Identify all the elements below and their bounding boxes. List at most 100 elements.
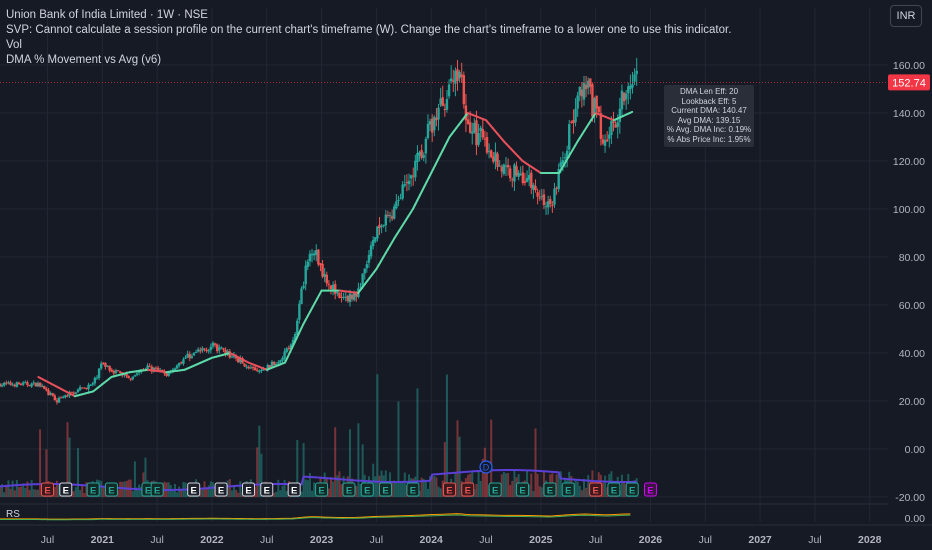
candle-body <box>519 173 522 176</box>
candle-body <box>253 367 257 371</box>
candle-body <box>34 382 38 387</box>
candle-body <box>199 350 202 352</box>
volume-bar <box>199 488 202 497</box>
candle-body <box>102 362 105 364</box>
candle-body <box>445 99 449 110</box>
volume-bar <box>393 480 396 497</box>
candle-body <box>5 382 8 384</box>
candle-body <box>363 268 366 274</box>
volume-bar <box>121 481 124 497</box>
candle-body <box>38 382 42 387</box>
volume-bar <box>39 429 42 497</box>
volume-bar <box>557 473 560 497</box>
candle-body <box>580 89 584 97</box>
candle-body <box>624 93 628 100</box>
candle-body <box>154 367 158 369</box>
candle-body <box>597 106 600 113</box>
candle-body <box>382 224 385 226</box>
candle-body <box>59 397 63 399</box>
candle-body <box>430 118 434 133</box>
candle-body <box>180 362 183 364</box>
candle-body <box>565 150 569 159</box>
symbol-title[interactable]: Union Bank of India Limited · 1W · NSE <box>6 9 208 21</box>
earnings-marker <box>187 482 201 497</box>
candle-body <box>614 124 617 128</box>
volume-bar <box>176 492 179 497</box>
rs-pane-label[interactable]: RS <box>6 509 20 520</box>
candle-body <box>456 69 459 81</box>
volume-bar <box>83 492 86 497</box>
volume-bar <box>372 463 375 497</box>
candle-body <box>89 384 92 386</box>
earnings-marker-label: E <box>318 486 324 497</box>
candle-body <box>629 85 632 90</box>
candle-body <box>513 164 516 182</box>
candle-body <box>591 84 594 117</box>
candle-body <box>342 296 345 298</box>
candle-body <box>403 184 406 186</box>
x-tick-label: 2021 <box>91 534 115 546</box>
currency-button[interactable]: INR <box>890 5 922 27</box>
candle-body <box>283 351 286 359</box>
candle-body <box>249 367 253 369</box>
earnings-marker <box>643 482 657 497</box>
candle-body <box>458 71 461 79</box>
earnings-marker <box>625 482 639 497</box>
volume-bar <box>620 474 623 497</box>
candle-body <box>603 140 607 146</box>
dma-indicator-label[interactable]: DMA % Movement vs Avg (v6) <box>6 54 162 66</box>
candle-body <box>272 361 276 365</box>
earnings-marker-label: E <box>519 486 525 497</box>
volume-bar <box>207 485 210 497</box>
price-axis[interactable]: 160.00 140.00 120.00 100.00 80.00 60.00 40.00 2… <box>893 60 925 504</box>
candle-body <box>51 393 54 396</box>
candle-body <box>479 127 482 132</box>
candle-body <box>568 124 571 150</box>
earnings-marker-label: E <box>547 486 553 497</box>
volume-bar <box>456 420 459 497</box>
earnings-marker-label: E <box>465 486 471 497</box>
candle-body <box>24 382 27 384</box>
volume-bar <box>13 490 16 497</box>
x-tick-label: 2026 <box>639 534 663 546</box>
time-axis[interactable]: Jul 2021 Jul 2022 Jul 2023 Jul 2024 Jul 2025 Jul 20… <box>41 534 882 546</box>
volume-bar <box>538 486 541 497</box>
candle-body <box>536 192 539 197</box>
candle-body <box>274 364 278 366</box>
candle-body <box>135 373 139 375</box>
candle-body <box>542 194 546 206</box>
earnings-marker <box>150 482 164 497</box>
earnings-marker-label: E <box>446 486 452 497</box>
candle-body <box>76 389 80 393</box>
volume-bar <box>273 492 276 497</box>
volume-bar <box>511 480 514 497</box>
candle-body <box>460 74 463 77</box>
candle-body <box>148 366 151 368</box>
last-price-badge: 152.74 <box>0 74 930 91</box>
candle-body <box>260 369 263 371</box>
candle-body <box>426 123 430 139</box>
volume-bar <box>532 490 535 497</box>
candle-body <box>178 362 181 366</box>
candle-body <box>452 80 455 82</box>
volume-bar <box>530 473 533 497</box>
earnings-marker <box>607 482 621 497</box>
earnings-marker <box>488 482 502 497</box>
candle-body <box>0 383 2 387</box>
volume-bar <box>313 482 316 497</box>
candle-body <box>336 292 339 294</box>
candle-body <box>83 387 86 389</box>
volume-bar <box>235 490 238 497</box>
vol-indicator-label[interactable]: Vol <box>6 39 22 51</box>
grid-lines <box>0 8 932 526</box>
candle-body <box>633 74 636 82</box>
candle-body <box>315 250 318 256</box>
candle-body <box>239 358 242 363</box>
candle-body <box>321 263 324 277</box>
volume-bar <box>475 484 478 497</box>
candle-body <box>574 108 577 123</box>
candle-body <box>340 297 343 299</box>
volume-bar <box>502 472 505 497</box>
candle-body <box>329 285 333 289</box>
